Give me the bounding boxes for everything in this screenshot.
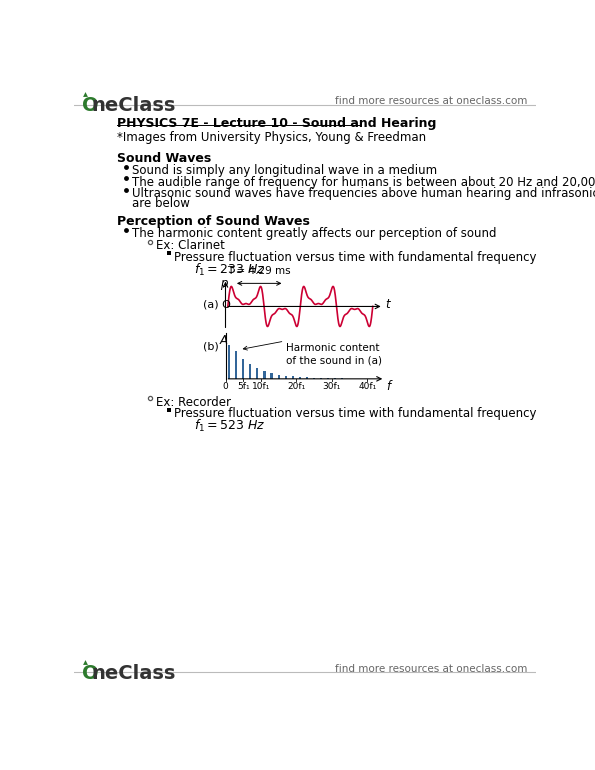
Text: The harmonic content greatly affects our perception of sound: The harmonic content greatly affects our… — [133, 227, 497, 240]
Text: p: p — [220, 277, 228, 290]
Bar — [292, 377, 294, 379]
Text: The audible range of frequency for humans is between about 20 Hz and 20,000 Hz: The audible range of frequency for human… — [133, 176, 595, 189]
Text: 5f₁: 5f₁ — [237, 381, 249, 390]
Text: Perception of Sound Waves: Perception of Sound Waves — [117, 215, 310, 228]
Text: A: A — [219, 334, 227, 347]
Bar — [284, 376, 287, 379]
Bar — [249, 364, 251, 379]
Bar — [228, 345, 230, 379]
Text: Pressure fluctuation versus time with fundamental frequency: Pressure fluctuation versus time with fu… — [174, 251, 536, 264]
Text: are below: are below — [133, 197, 190, 210]
Text: (b): (b) — [203, 342, 219, 352]
Bar — [320, 378, 322, 379]
Text: O: O — [82, 664, 99, 683]
Text: 30f₁: 30f₁ — [322, 381, 341, 390]
Text: *Images from University Physics, Young & Freedman: *Images from University Physics, Young &… — [117, 131, 426, 144]
Text: $f_1 = 523\ Hz$: $f_1 = 523\ Hz$ — [195, 418, 266, 434]
Bar — [306, 377, 308, 379]
Bar — [167, 251, 171, 255]
Text: 10f₁: 10f₁ — [252, 381, 270, 390]
Bar — [264, 370, 265, 379]
Bar — [256, 367, 258, 379]
Text: Sound Waves: Sound Waves — [117, 152, 211, 165]
Text: Ex: Recorder: Ex: Recorder — [156, 396, 231, 409]
Text: 20f₁: 20f₁ — [287, 381, 305, 390]
Text: neClass: neClass — [92, 96, 176, 116]
Text: $f_1 = 233\ Hz$: $f_1 = 233\ Hz$ — [195, 262, 266, 278]
Bar — [299, 377, 301, 379]
Text: find more resources at oneclass.com: find more resources at oneclass.com — [336, 96, 528, 106]
Text: Sound is simply any longitudinal wave in a medium: Sound is simply any longitudinal wave in… — [133, 164, 438, 177]
Text: Pressure fluctuation versus time with fundamental frequency: Pressure fluctuation versus time with fu… — [174, 407, 536, 420]
Text: 40f₁: 40f₁ — [358, 381, 377, 390]
Bar — [235, 351, 237, 379]
Text: (a) O: (a) O — [203, 300, 231, 309]
Text: neClass: neClass — [92, 664, 176, 683]
Text: t: t — [385, 298, 390, 310]
Bar — [167, 407, 171, 411]
Text: f: f — [387, 380, 391, 393]
Text: T = 4.29 ms: T = 4.29 ms — [227, 266, 291, 276]
Text: Ex: Clarinet: Ex: Clarinet — [156, 239, 225, 253]
Text: PHYSICS 7E - Lecture 10 - Sound and Hearing: PHYSICS 7E - Lecture 10 - Sound and Hear… — [117, 117, 436, 130]
Bar — [242, 359, 245, 379]
Text: find more resources at oneclass.com: find more resources at oneclass.com — [336, 664, 528, 674]
Text: O: O — [82, 96, 99, 116]
Text: 0: 0 — [223, 381, 228, 390]
Text: Ultrasonic sound waves have frequencies above human hearing and infrasonic waves: Ultrasonic sound waves have frequencies … — [133, 187, 595, 200]
Bar — [313, 378, 315, 379]
Bar — [277, 375, 280, 379]
Text: Harmonic content
of the sound in (a): Harmonic content of the sound in (a) — [286, 343, 382, 366]
Bar — [271, 373, 273, 379]
